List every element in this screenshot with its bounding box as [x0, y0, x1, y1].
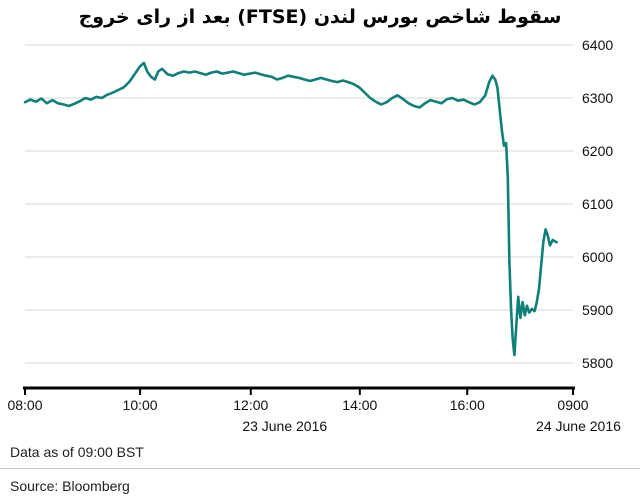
y-tick-label: 6200: [582, 143, 613, 159]
x-tick-label: 08:00: [7, 397, 42, 413]
y-tick-label: 5800: [582, 355, 613, 371]
y-tick-label: 5900: [582, 302, 613, 318]
footer-divider: [0, 468, 640, 469]
source-credit: Source: Bloomberg: [10, 478, 130, 494]
chart-title: سقوط شاخص بورس لندن (FTSE) بعد از رای خر…: [78, 6, 562, 28]
data-as-of-note: Data as of 09:00 BST: [10, 444, 144, 460]
date-label: 23 June 2016: [242, 418, 327, 434]
date-label: 24 June 2016: [536, 418, 621, 434]
x-tick-label: 12:00: [233, 397, 268, 413]
x-tick-label: 16:00: [450, 397, 485, 413]
ftse-line-chart: 6400 6300 6200 6100 6000 5900 5800 08:00 10:00 12…: [7, 37, 621, 434]
x-tick-label: 0900: [557, 397, 588, 413]
y-tick-label: 6300: [582, 90, 613, 106]
y-tick-label: 6100: [582, 196, 613, 212]
y-tick-label: 6400: [582, 37, 613, 53]
x-tick-label: 10:00: [123, 397, 158, 413]
ftse-price-line: [23, 61, 558, 357]
y-tick-label: 6000: [582, 249, 613, 265]
x-tick-label: 14:00: [342, 397, 377, 413]
